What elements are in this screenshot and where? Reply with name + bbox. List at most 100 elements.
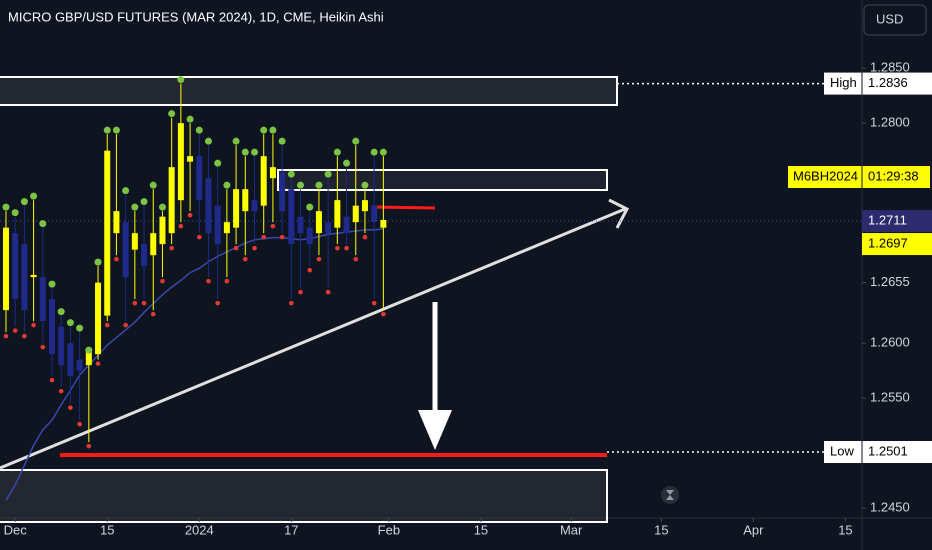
high-dot — [20, 198, 28, 206]
candle-body — [131, 233, 138, 250]
high-dot — [186, 115, 194, 123]
low-dot — [353, 256, 359, 262]
low-dot — [187, 212, 193, 218]
candle-body — [205, 178, 212, 234]
high-dot — [158, 203, 166, 211]
low-dot — [95, 361, 101, 366]
high-dot — [122, 187, 130, 195]
low-dot — [270, 223, 276, 229]
candle-body — [21, 244, 28, 311]
x-tick-label: Mar — [560, 522, 583, 537]
low-dot — [86, 443, 92, 449]
candle-body — [343, 216, 350, 234]
candle-body — [315, 211, 322, 234]
candle-body — [251, 200, 258, 212]
candle-body — [12, 233, 19, 300]
high-dot — [278, 137, 286, 145]
chart-title: MICRO GBP/USD FUTURES (MAR 2024), 1D, CM… — [8, 9, 384, 24]
low-dot — [58, 388, 64, 394]
zone-box — [277, 169, 608, 191]
y-tick-label: 1.2600 — [870, 335, 910, 350]
high-dot — [361, 181, 369, 189]
x-tick-label: Dec — [4, 522, 28, 537]
candle-body — [361, 200, 368, 212]
low-dot — [233, 245, 239, 251]
high-dot — [112, 126, 120, 134]
high-dot — [214, 159, 222, 167]
high-dot — [30, 192, 38, 200]
low-dot — [289, 300, 294, 306]
candle-body — [352, 205, 359, 223]
high-dot — [39, 220, 47, 228]
x-tick-label: 17 — [284, 522, 298, 537]
low-dot — [150, 311, 156, 317]
low-dot — [132, 300, 138, 306]
candle-body — [288, 189, 295, 245]
high-dot — [2, 203, 10, 211]
candle-body — [223, 222, 230, 234]
candle-body — [30, 274, 37, 278]
high-dot — [76, 324, 84, 332]
candle-body — [113, 211, 120, 234]
y-tick-label: 1.2450 — [870, 500, 910, 515]
high-dot — [168, 110, 176, 118]
high-dot — [287, 170, 295, 178]
high-dot — [297, 181, 305, 189]
price-label: 1.2711 — [868, 212, 907, 227]
low-dot — [335, 245, 340, 251]
high-dot — [370, 148, 378, 156]
low-dot — [3, 333, 9, 339]
low-dot — [12, 328, 18, 333]
candle-body — [306, 227, 313, 245]
high-dot — [149, 181, 157, 189]
candle-body — [196, 156, 203, 201]
marker-box — [824, 441, 932, 464]
candle-body — [269, 167, 276, 179]
marker-label: High — [830, 75, 857, 90]
low-dot — [104, 322, 110, 328]
candle-body — [76, 359, 83, 371]
high-dot — [223, 181, 231, 189]
candle-body — [141, 244, 148, 267]
moving-average — [5, 228, 384, 501]
candle-body — [39, 277, 46, 322]
price-label-box — [862, 233, 932, 256]
low-dot — [114, 256, 119, 262]
low-dot — [316, 256, 322, 262]
low-dot — [344, 245, 349, 251]
arrow-head — [608, 198, 630, 229]
low-dot — [123, 322, 128, 328]
low-dot — [307, 267, 313, 273]
candle-body — [279, 172, 286, 212]
low-dot — [40, 344, 46, 350]
low-dot — [141, 300, 147, 306]
symbol-label: M6BH2024 — [793, 168, 858, 183]
high-dot — [333, 148, 341, 156]
candle-body — [104, 150, 111, 316]
high-dot — [140, 198, 148, 206]
low-dot — [178, 223, 184, 229]
candle-body — [67, 343, 74, 377]
low-dot — [362, 234, 368, 240]
candle-body — [187, 156, 194, 162]
candle-body — [159, 216, 166, 245]
replay-icon[interactable] — [661, 486, 679, 504]
high-dot — [131, 203, 139, 211]
high-dot — [57, 308, 65, 316]
high-dot — [177, 76, 185, 84]
replay-icon-glyph — [666, 490, 674, 500]
countdown-box — [788, 166, 930, 188]
price-label: 1.2697 — [868, 235, 908, 250]
candle-body — [95, 282, 102, 355]
candle-body — [122, 222, 129, 278]
low-dot — [381, 311, 386, 317]
candle-body — [85, 348, 92, 366]
currency-button[interactable] — [863, 4, 927, 36]
candle-body — [177, 123, 184, 201]
low-dot — [224, 278, 230, 284]
marker-value: 1.2836 — [868, 75, 908, 90]
high-dot — [103, 126, 111, 134]
marker-label: Low — [830, 443, 854, 458]
low-dot — [371, 300, 377, 306]
